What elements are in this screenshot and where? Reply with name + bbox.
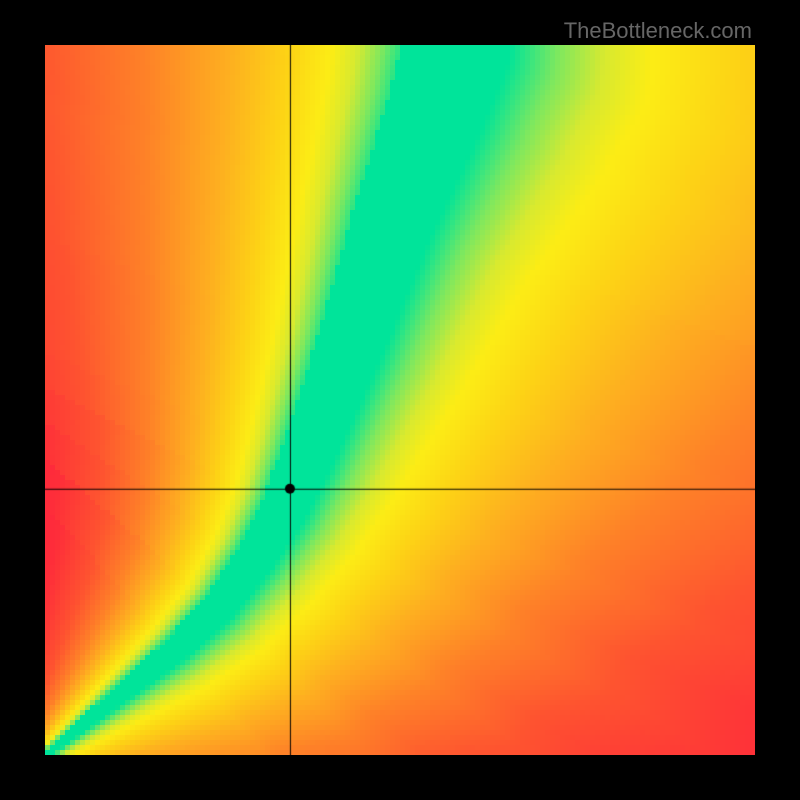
crosshair-overlay <box>45 45 755 755</box>
chart-container: TheBottleneck.com <box>0 0 800 800</box>
watermark-text: TheBottleneck.com <box>564 18 752 44</box>
